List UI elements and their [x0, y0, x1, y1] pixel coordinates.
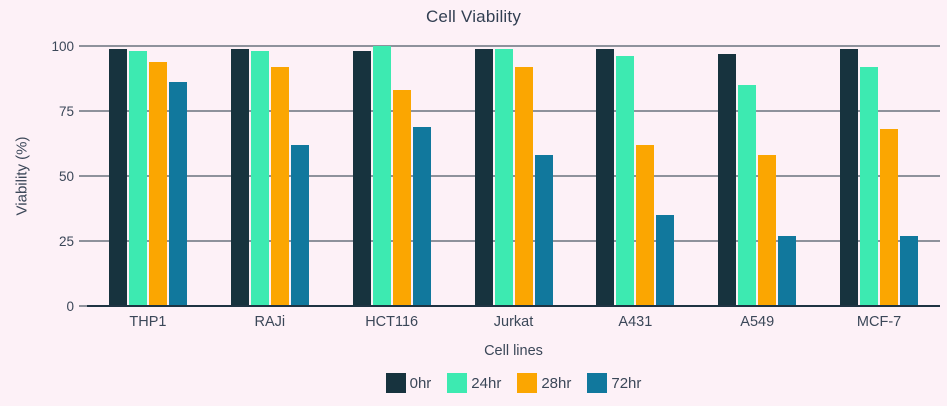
- y-tick-label: 75: [58, 103, 74, 119]
- y-tick-label: 25: [58, 233, 74, 249]
- bar-0hr-Jurkat: [474, 48, 493, 306]
- bar-28hr-Jurkat: [514, 66, 533, 306]
- bar-28hr-HCT116: [392, 90, 411, 306]
- y-tick-label: 0: [66, 298, 74, 314]
- x-tick-label-RAJi: RAJi: [254, 314, 286, 330]
- y-axis-tick: [79, 305, 87, 307]
- bar-72hr-RAJi: [290, 144, 309, 306]
- bar-72hr-A549: [778, 235, 797, 306]
- legend-item-0hr: 0hr: [385, 373, 432, 393]
- x-tick-label-HCT116: HCT116: [365, 314, 419, 330]
- bar-group-HCT116: [331, 46, 453, 306]
- bar-group-THP1: [87, 46, 209, 306]
- x-tick-label-THP1: THP1: [129, 314, 167, 330]
- x-axis-labels: THP1 RAJi HCT116 Jurkat A431 A549 MCF-7: [87, 314, 940, 330]
- legend-label-72hr: 72hr: [611, 374, 642, 392]
- plot-area: [79, 45, 940, 307]
- bar-0hr-RAJi: [230, 48, 249, 306]
- y-tick-label: 100: [51, 38, 74, 54]
- bar-24hr-RAJi: [250, 51, 269, 306]
- bar-28hr-THP1: [148, 61, 167, 306]
- bar-0hr-THP1: [108, 48, 127, 306]
- legend-label-28hr: 28hr: [541, 374, 572, 392]
- bar-group-A549: [696, 46, 818, 306]
- legend-item-24hr: 24hr: [447, 373, 501, 393]
- bars-layer: [87, 46, 940, 306]
- bar-24hr-A431: [616, 56, 635, 306]
- bar-0hr-MCF-7: [840, 48, 859, 306]
- bar-24hr-HCT116: [372, 46, 391, 306]
- legend-label-24hr: 24hr: [471, 374, 502, 392]
- legend-item-72hr: 72hr: [587, 373, 641, 393]
- bar-group-A431: [574, 46, 696, 306]
- bar-24hr-Jurkat: [494, 48, 513, 306]
- bar-group-Jurkat: [453, 46, 575, 306]
- bar-24hr-MCF-7: [860, 66, 879, 306]
- legend-swatch-24hr: [447, 373, 468, 393]
- bar-24hr-THP1: [128, 51, 147, 306]
- bar-28hr-RAJi: [270, 66, 289, 306]
- bar-0hr-A549: [718, 53, 737, 306]
- y-tick-label: 50: [58, 168, 74, 184]
- x-tick-label-MCF-7: MCF-7: [856, 314, 902, 330]
- x-tick-label-A549: A549: [740, 314, 775, 330]
- bar-28hr-A549: [758, 155, 777, 306]
- legend-label-0hr: 0hr: [409, 374, 432, 392]
- x-tick-label-Jurkat: Jurkat: [493, 314, 534, 330]
- gridline: [87, 45, 940, 47]
- legend-swatch-0hr: [385, 373, 406, 393]
- x-tick-label-A431: A431: [618, 314, 653, 330]
- x-axis-title: Cell lines: [484, 343, 543, 359]
- gridline: [87, 240, 940, 242]
- y-axis-tick: [79, 175, 87, 177]
- bar-72hr-THP1: [168, 82, 187, 306]
- bar-group-MCF-7: [818, 46, 940, 306]
- gridline: [87, 175, 940, 177]
- bar-72hr-Jurkat: [534, 155, 553, 306]
- y-axis-tick-labels: 0 25 50 75 100: [0, 39, 74, 312]
- y-axis-tick: [79, 45, 87, 47]
- legend-swatch-72hr: [587, 373, 608, 393]
- y-axis-tick: [79, 240, 87, 242]
- legend: 0hr 24hr 28hr 72hr: [87, 373, 940, 393]
- bar-72hr-HCT116: [412, 126, 431, 306]
- bar-72hr-MCF-7: [900, 235, 919, 306]
- bar-0hr-A431: [596, 48, 615, 306]
- x-axis-line: [87, 305, 940, 307]
- bar-0hr-HCT116: [352, 51, 371, 306]
- bar-24hr-A549: [738, 85, 757, 306]
- y-axis-tick: [79, 110, 87, 112]
- bar-28hr-MCF-7: [880, 129, 899, 306]
- bar-group-RAJi: [209, 46, 331, 306]
- legend-swatch-28hr: [517, 373, 538, 393]
- legend-item-28hr: 28hr: [517, 373, 571, 393]
- bar-72hr-A431: [656, 215, 675, 306]
- bar-28hr-A431: [636, 144, 655, 306]
- gridline: [87, 110, 940, 112]
- chart-title: Cell Viability: [425, 7, 522, 26]
